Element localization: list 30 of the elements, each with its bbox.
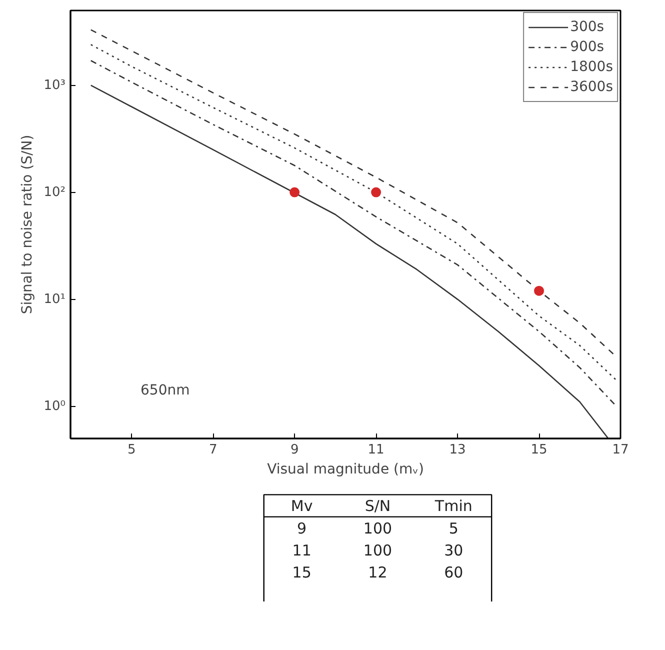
text: Mv [290, 496, 313, 515]
text: S/N [364, 496, 391, 515]
text: 15 [292, 564, 312, 582]
text: 9 [297, 519, 307, 538]
legend-label: 300s [570, 19, 604, 35]
y-axis-title: Signal to noise ratio (S/N) [20, 134, 36, 314]
y-tick-label: 10² [44, 184, 66, 200]
x-tick-label: 17 [612, 442, 629, 458]
x-tick-label: 11 [368, 442, 384, 458]
legend-label: 900s [570, 39, 604, 55]
annotation: 650nm [140, 382, 190, 398]
text: 60 [444, 564, 464, 582]
text: 100 [363, 541, 392, 560]
y-tick-label: 10¹ [44, 292, 66, 307]
text: Tmin [434, 496, 472, 515]
x-axis-title: Visual magnitude (mᵥ) [267, 462, 424, 478]
y-tick-label: 10⁰ [44, 398, 66, 414]
x-tick-label: 5 [127, 442, 136, 458]
legend-label: 1800s [570, 59, 613, 75]
x-tick-label: 13 [449, 442, 466, 458]
legend-label: 3600s [570, 79, 613, 95]
x-tick-label: 15 [530, 442, 548, 458]
text: 11 [292, 541, 312, 560]
x-tick-label: 9 [290, 442, 299, 458]
text: 12 [368, 564, 388, 582]
text: 100 [363, 519, 392, 538]
text: 30 [444, 541, 464, 560]
x-tick-label: 7 [208, 442, 218, 458]
y-tick-label: 10³ [44, 78, 66, 93]
text: 5 [448, 519, 458, 538]
